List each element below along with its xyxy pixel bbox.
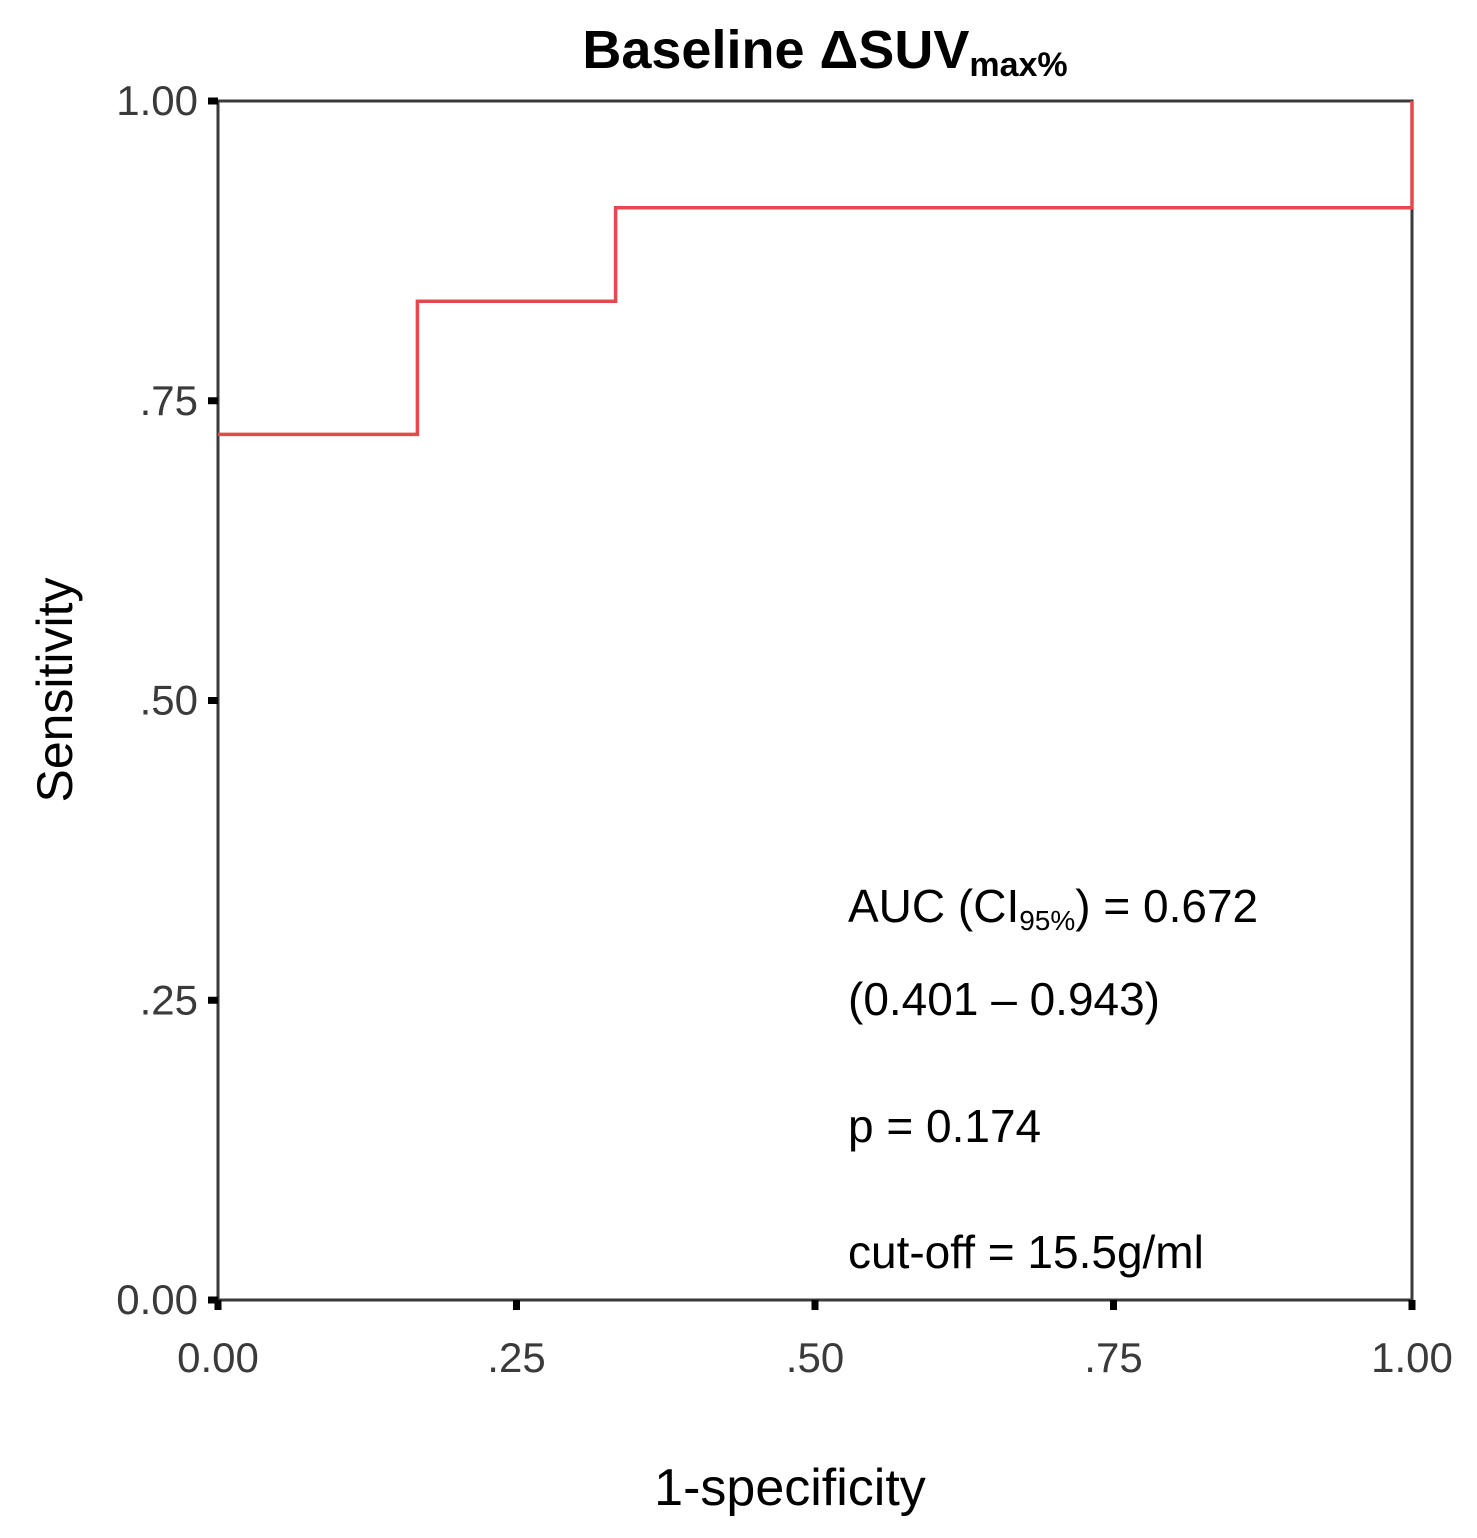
chart-title-subscript: max% <box>969 46 1067 84</box>
roc-curve-line <box>218 101 1414 437</box>
ci-range-annotation: (0.401 – 0.943) <box>848 973 1160 1025</box>
x-tick-label: 0.00 <box>177 1334 259 1381</box>
x-axis-ticks: 0.00 .25 .50 .75 1.00 <box>177 1300 1453 1381</box>
x-tick-label: 1.00 <box>1371 1334 1453 1381</box>
auc-suffix: ) = 0.672 <box>1075 880 1258 932</box>
chart-title-main: Baseline ΔSUV <box>582 20 969 80</box>
auc-prefix: AUC (CI <box>848 880 1019 932</box>
x-axis-label: 1-specificity <box>654 1459 926 1517</box>
auc-annotation: AUC (CI95%) = 0.672 <box>848 880 1258 936</box>
p-value-annotation: p = 0.174 <box>848 1100 1041 1152</box>
x-tick-label: .50 <box>786 1334 844 1381</box>
y-tick-label: 0.00 <box>116 1276 198 1323</box>
chart-title: Baseline ΔSUVmax% <box>582 20 1067 84</box>
y-axis-ticks: 0.00 .25 .50 .75 1.00 <box>116 77 218 1323</box>
y-tick-label: .75 <box>140 377 198 424</box>
y-axis-label: Sensitivity <box>27 577 83 802</box>
x-tick-label: .25 <box>487 1334 545 1381</box>
plot-frame <box>216 99 1414 1302</box>
series-layer <box>218 101 1414 437</box>
y-tick-label: .25 <box>140 976 198 1023</box>
auc-subscript: 95% <box>1019 905 1075 936</box>
y-tick-label: .50 <box>140 677 198 724</box>
x-tick-label: .75 <box>1084 1334 1142 1381</box>
y-tick-label: 1.00 <box>116 77 198 124</box>
cutoff-annotation: cut-off = 15.5g/ml <box>848 1226 1204 1278</box>
